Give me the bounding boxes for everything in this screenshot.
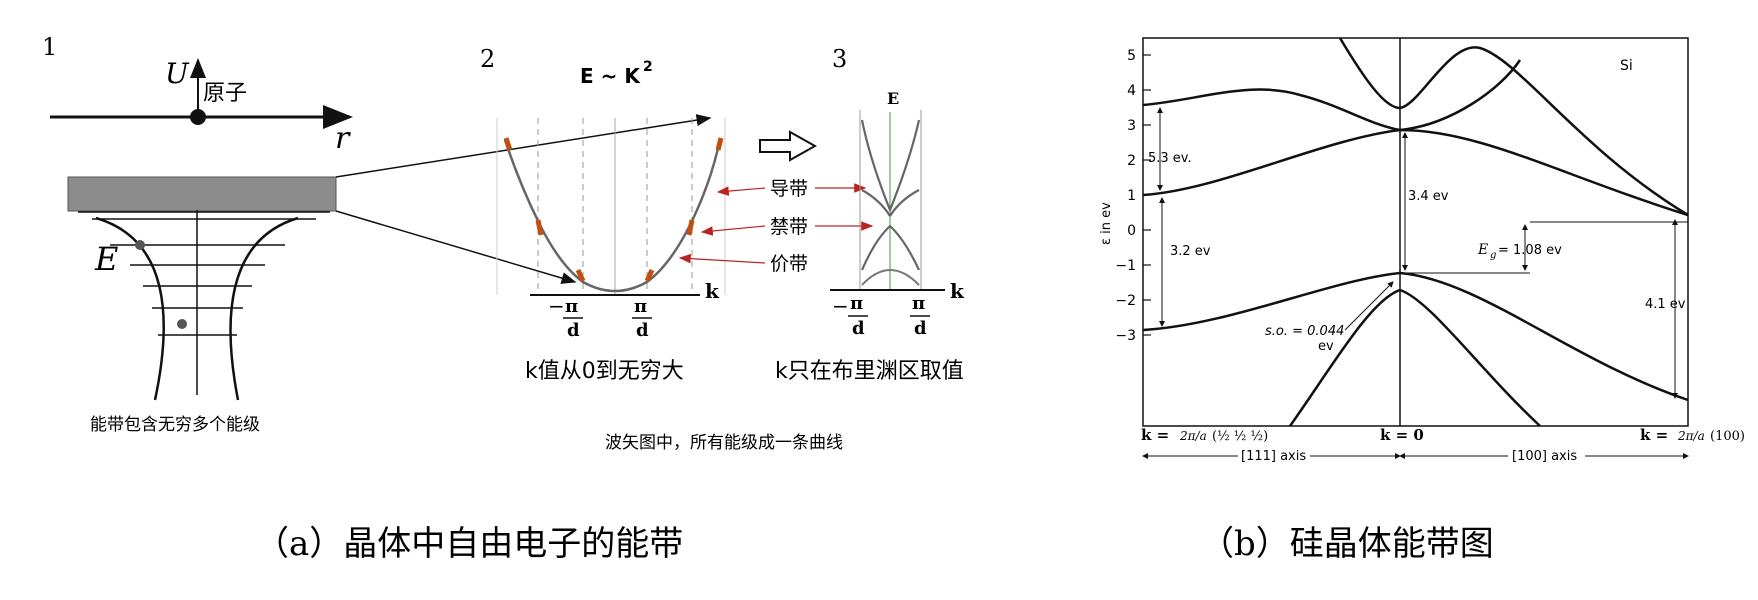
y-tick-label: −1 [1115,258,1136,274]
y-tick-label: 2 [1127,153,1136,169]
fig3-tick-pi-right: π [912,293,925,314]
si-band-diagram: 5 4 3 2 1 0 −1 −2 −3 Si ε in ev 5.3 ev. 3.2 ev 3… [1099,37,1745,464]
fig2-number: 2 [480,45,495,73]
eg-subscript: g [1490,250,1496,261]
fig3-caption: k只在布里渊区取值 [775,359,964,384]
band-valence-so [1288,288,1541,427]
fig2-tick-d-right: d [636,320,649,341]
band-upper-1 [1142,59,1522,132]
u-axis-label: U [165,57,190,90]
y-tick-label: 4 [1127,83,1136,99]
transform-arrow [759,130,818,162]
free-electron-parabola [503,139,722,293]
fig2-tick-d-left: d [567,320,580,341]
energy-band-block [67,176,337,212]
axis-111-label: [111] axis [1241,449,1306,464]
label-valence-band: 价带 [770,253,808,275]
electron-dot-upper [135,240,145,250]
fig3-tick-pi-left: π [850,293,863,314]
gap-5-3-label: 5.3 ev. [1148,151,1192,166]
eg-symbol: E [1477,242,1488,258]
fig1-number: 1 [42,33,57,61]
y-tick-label: 1 [1127,188,1136,204]
k-left-label: k = [1141,426,1169,444]
band-valence-top [1142,271,1689,402]
panel-b-title: （b）硅晶体能带图 [1200,524,1494,564]
formula-exponent: 2 [643,59,653,75]
si-plot-frame [1142,37,1689,427]
fig1-caption: 能带包含无穷多个能级 [90,415,260,435]
k-left-tail: (½ ½ ½) [1212,429,1268,444]
fig3-tick-minus: − [832,294,849,318]
zoom-line-top [335,114,712,178]
atom-label: 原子 [203,81,247,106]
si-material-label: Si [1620,58,1633,74]
fig3-reduced-zone: 3 E k − π d π d k只在布里渊区取值 [775,45,965,384]
eg-value: = 1.08 ev [1498,243,1562,258]
atom-dot [190,109,206,125]
fig3-k-label: k [950,279,965,303]
y-tick-label: −3 [1115,328,1136,344]
band-label-group: 导带 禁带 价带 [678,178,874,275]
r-axis-label: r [335,121,351,156]
fig2-tick-minus: − [548,294,565,318]
label-conduction-band: 导带 [770,178,808,200]
electron-dot-lower [177,319,187,329]
k-left-fraction: 2π/a [1179,429,1207,443]
label-forbidden-band: 禁带 [770,216,808,238]
y-tick-label: 5 [1127,48,1136,64]
band-conduction-min [1142,128,1689,217]
fig2-tick-pi-right: π [634,296,647,317]
k-center-label: k = 0 [1380,426,1424,444]
y-tick-labels: 5 4 3 2 1 0 −1 −2 −3 [1115,48,1151,344]
formula-ek2: E ~ K [580,64,641,88]
gap-4-1-label: 4.1 ev [1645,297,1686,312]
fig3-number: 3 [832,45,847,73]
spin-orbit-label: s.o. = 0.044 [1265,324,1344,339]
fig2-extended-zone: 2 E ~ K 2 k − π d π d k值从0到无穷大 [480,45,726,384]
wavevector-caption: 波矢图中，所有能级成一条曲线 [605,433,843,453]
axis-100-label: [100] axis [1512,449,1577,464]
k-right-label: k = [1640,426,1668,444]
fig2-caption: k值从0到无穷大 [525,359,684,384]
fig2-tick-pi-left: π [565,296,578,317]
y-tick-label: 0 [1127,223,1136,239]
panel-a-title: （a）晶体中自由电子的能带 [255,524,683,564]
spin-orbit-unit: ev [1318,339,1334,354]
gap-3-2-label: 3.2 ev [1170,244,1211,259]
k-right-tail: (100) [1710,429,1745,444]
zoom-line-bottom [335,210,577,284]
fig3-tick-d-left: d [852,318,865,339]
fig3-e-label: E [887,89,899,108]
k-right-fraction: 2π/a [1677,429,1705,443]
y-tick-label: 3 [1127,118,1136,134]
well-wall-left [95,216,165,401]
fig2-k-label: k [705,279,720,303]
fig3-tick-d-right: d [914,318,927,339]
y-tick-label: −2 [1115,293,1136,309]
band-upper-2 [1338,37,1689,217]
gap-3-4-label: 3.4 ev [1408,189,1449,204]
well-wall-right [229,216,299,401]
y-axis-label: ε in ev [1099,202,1114,245]
e-label: E [94,240,118,278]
fig1-energy-well: 1 r U 原子 E 能带包含无穷多个能级 [42,33,712,435]
